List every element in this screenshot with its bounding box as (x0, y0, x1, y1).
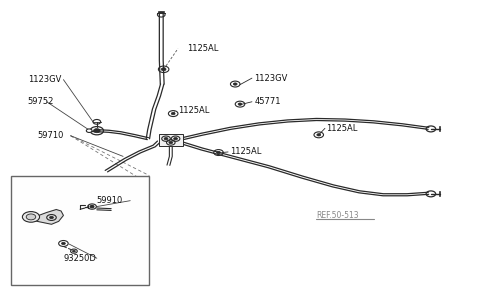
FancyBboxPatch shape (159, 134, 183, 146)
Circle shape (90, 205, 94, 208)
Text: 59910: 59910 (97, 196, 123, 205)
Text: 93250D: 93250D (63, 254, 96, 263)
Text: 1123GV: 1123GV (28, 75, 61, 84)
Circle shape (171, 112, 175, 115)
Circle shape (86, 129, 92, 133)
Text: 45771: 45771 (254, 97, 281, 106)
Bar (11, 176, 149, 285)
Text: 1125AL: 1125AL (188, 44, 219, 53)
Text: REF.50-513: REF.50-513 (316, 211, 359, 220)
Circle shape (94, 129, 100, 133)
Text: 1125AL: 1125AL (178, 106, 209, 115)
Text: 1125AL: 1125AL (326, 124, 357, 133)
Circle shape (61, 242, 65, 245)
Polygon shape (33, 209, 63, 224)
Text: 59752: 59752 (28, 97, 54, 106)
Circle shape (161, 68, 166, 71)
Circle shape (26, 214, 36, 220)
Circle shape (174, 137, 178, 140)
Text: 59710: 59710 (37, 131, 63, 140)
Text: 1125AL: 1125AL (230, 148, 262, 156)
Text: 1123GV: 1123GV (254, 74, 288, 83)
Circle shape (23, 212, 39, 222)
Circle shape (49, 216, 53, 219)
Circle shape (216, 151, 220, 154)
Circle shape (317, 134, 321, 136)
Circle shape (164, 137, 168, 140)
Circle shape (238, 103, 242, 105)
Circle shape (233, 83, 237, 85)
Circle shape (169, 141, 173, 144)
Circle shape (72, 250, 75, 252)
